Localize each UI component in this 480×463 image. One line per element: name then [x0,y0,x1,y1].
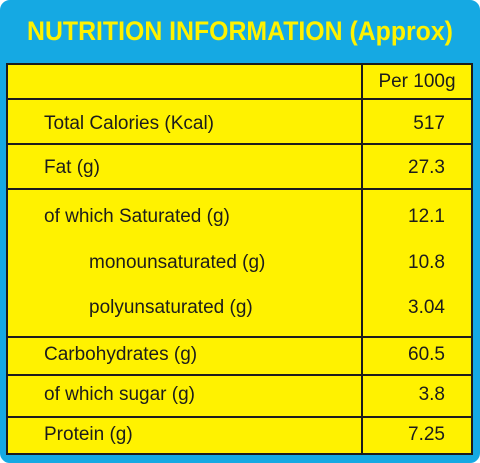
table-row: Carbohydrates (g) 60.5 [8,338,471,376]
table-row: of which sugar (g) 3.8 [8,376,471,418]
table-row: Fat (g) 27.3 [8,145,471,190]
row-label: Carbohydrates (g) [44,344,198,365]
row-value: 10.8 [408,252,445,273]
row-label: of which Saturated (g) [44,206,230,227]
table-row-group: of which Saturated (g) 12.1 monounsatura… [8,190,471,338]
panel-title: NUTRITION INFORMATION (Approx) [27,15,453,46]
row-value: 3.04 [408,297,445,318]
table-row: Total Calories (Kcal) 517 [8,100,471,145]
row-value: 517 [413,113,445,134]
row-value: 60.5 [408,344,445,365]
row-value: 7.25 [408,424,445,445]
row-label: polyunsaturated (g) [89,297,253,318]
row-label: monounsaturated (g) [89,252,266,273]
column-divider [361,65,363,453]
table-row: Protein (g) 7.25 [8,418,471,453]
row-label: of which sugar (g) [44,384,196,405]
per-100g-header: Per 100g [378,71,456,92]
row-value: 12.1 [408,206,445,227]
nutrition-table: Per 100g Total Calories (Kcal) 517 Fat (… [6,63,473,455]
row-label: Protein (g) [44,424,133,445]
row-label: Fat (g) [44,157,100,178]
table-header-row: Per 100g [8,65,471,100]
row-label: Total Calories (Kcal) [44,113,214,134]
row-value: 3.8 [418,384,445,405]
row-value: 27.3 [408,157,445,178]
